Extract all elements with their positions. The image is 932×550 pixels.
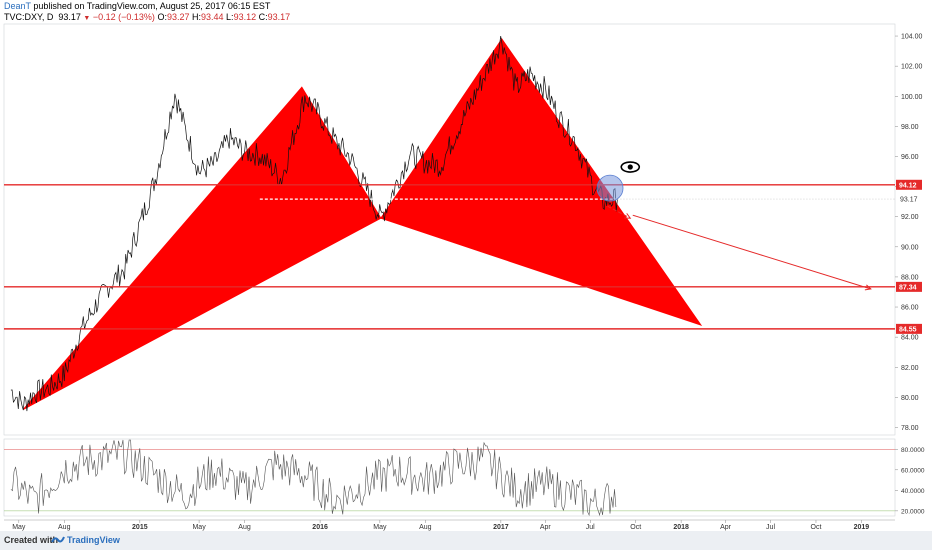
price-axis-label: 78.00 [901, 425, 919, 432]
price-change: −0.12 (−0.13%) [92, 12, 155, 22]
price-axis-label: 102.00 [901, 64, 923, 71]
oscillator-axis-label: 80.0000 [901, 447, 925, 454]
projection-arrow-line[interactable] [607, 205, 631, 219]
price-axis-label: 90.00 [901, 244, 919, 251]
level-price-label: 87.34 [899, 284, 917, 291]
price-axis-label: 100.00 [901, 94, 923, 101]
oscillator-pane [3, 438, 896, 517]
publication-info: published on TradingView.com, August 25,… [30, 1, 271, 11]
price-axis-label: 86.00 [901, 305, 919, 312]
created-with-label: Created with [4, 535, 59, 545]
price-axis-label: 84.00 [901, 335, 919, 342]
last-price: 93.17 [58, 12, 81, 22]
time-axis-label: May [192, 524, 206, 531]
time-axis-label: 2016 [312, 524, 328, 531]
level-price-label: 94.12 [899, 182, 917, 189]
time-axis-label: Aug [419, 524, 432, 531]
projection-arrow-head [864, 284, 872, 291]
oscillator-axis-label: 40.0000 [901, 488, 925, 495]
time-axis-label: May [373, 524, 387, 531]
low-label: L: [226, 12, 234, 22]
time-axis-label: 2017 [493, 524, 509, 531]
time-axis-label: Apr [540, 524, 552, 531]
level-price-tag [896, 281, 922, 292]
time-axis-label: 2015 [132, 524, 148, 531]
time-axis-label: Apr [720, 524, 732, 531]
oscillator-axis-label: 60.0000 [901, 467, 925, 474]
time-axis-label: Jul [586, 524, 595, 531]
tradingview-logo-icon[interactable] [51, 534, 65, 545]
low-value: 93.12 [233, 12, 257, 22]
close-value: 93.17 [267, 12, 291, 22]
projection-arrow-head [624, 213, 632, 219]
time-axis-label: Jul [766, 524, 775, 531]
oscillator-axis-label: 20.0000 [901, 508, 925, 515]
price-axis-label: 92.00 [901, 214, 919, 221]
footer-bar: Created with TradingView [0, 531, 932, 550]
harmonic-pattern-bcd [380, 38, 703, 327]
open-label: O: [157, 12, 167, 22]
time-axis-label: Aug [238, 524, 251, 531]
symbol-header: TVC:DXY, D 93.17 ▼ −0.12 (−0.13%) O:93.2… [4, 12, 290, 24]
oscillator-series-line [10, 439, 617, 517]
time-axis-label: Aug [58, 524, 71, 531]
open-value: 93.27 [166, 12, 190, 22]
tradingview-brand-link[interactable]: TradingView [67, 535, 120, 545]
price-axis-label: 88.00 [901, 274, 919, 281]
price-axis-label: 82.00 [901, 365, 919, 372]
highlight-circle[interactable] [596, 174, 624, 202]
high-label: H: [192, 12, 201, 22]
price-axis-label: 80.00 [901, 395, 919, 402]
publication-header: DeanT published on TradingView.com, Augu… [4, 1, 270, 12]
time-axis-label: Oct [811, 524, 822, 531]
time-axis-label: 2019 [854, 524, 870, 531]
eye-icon [627, 164, 633, 170]
last-price-label: 93.17 [900, 197, 918, 204]
author-link[interactable]: DeanT [4, 1, 31, 11]
time-axis-label: Oct [630, 524, 641, 531]
price-pane [3, 23, 896, 436]
price-axis-label: 96.00 [901, 154, 919, 161]
projection-arrow-line[interactable] [632, 214, 871, 290]
harmonic-pattern-xab [22, 86, 382, 410]
level-price-tag [896, 179, 922, 190]
level-price-tag [896, 323, 922, 334]
time-axis-label: 2018 [673, 524, 689, 531]
price-chart[interactable]: 78.00 80.00 82.00 84.00 86.00 88.00 90.00 92.00… [0, 0, 932, 531]
price-axis-label: 98.00 [901, 124, 919, 131]
time-axis-label: May [12, 524, 26, 531]
high-value: 93.44 [201, 12, 224, 22]
price-axis-label: 104.00 [901, 34, 923, 41]
close-label: C: [258, 12, 268, 22]
symbol-label: TVC:DXY, D [4, 12, 54, 22]
level-price-label: 84.55 [899, 326, 917, 333]
down-triangle-icon: ▼ [83, 15, 91, 22]
